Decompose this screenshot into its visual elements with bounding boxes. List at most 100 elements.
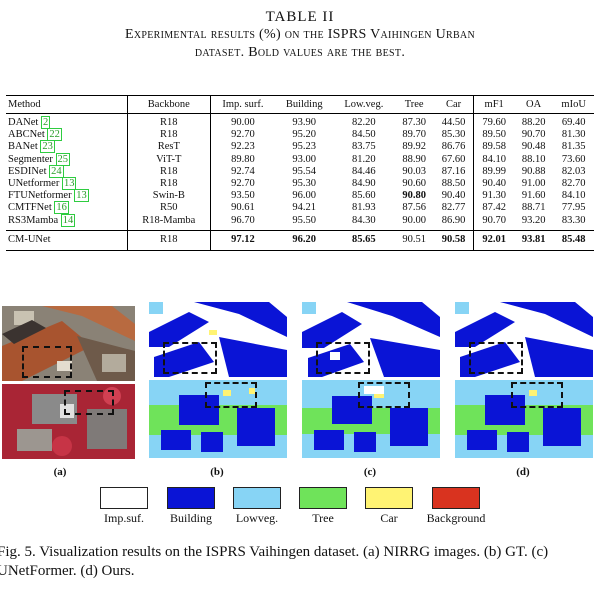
value-cell: 90.40 [482, 178, 506, 190]
legend-item-building: Building [163, 487, 219, 526]
value-cell: 77.95 [561, 202, 586, 214]
col-header: Low.veg. [333, 95, 395, 114]
value-cell: 93.50 [231, 190, 255, 202]
zoom-region [64, 390, 114, 415]
col-header: Tree [394, 95, 434, 114]
value-cell: 82.03 [561, 165, 586, 177]
value-cell: 73.60 [561, 153, 586, 165]
zoom-region [358, 382, 410, 408]
method-cell: UNetformer 13 [6, 177, 128, 191]
value-cell: 91.30 [482, 190, 506, 202]
col-header: Car [433, 95, 475, 114]
citation-link[interactable]: 16 [54, 201, 69, 215]
citation-link[interactable]: 22 [47, 128, 62, 142]
value-cell: 67.60 [433, 153, 475, 166]
method-name: RS3Mamba [8, 214, 59, 226]
zoom-region [316, 342, 370, 374]
citation-link[interactable]: 14 [60, 213, 76, 227]
legend-label: Imp.suf. [104, 511, 144, 525]
legend-item-lowveg: Lowveg. [229, 487, 285, 526]
table-title: TABLE II [265, 9, 335, 25]
citation-link[interactable]: 23 [40, 140, 55, 154]
legend-swatch [432, 487, 480, 509]
zoom-region [163, 342, 217, 374]
table-body: DANet 2 R18 90.00 93.90 82.20 87.30 44.50 79.60… [6, 113, 594, 231]
value-cell: 89.50 [482, 129, 506, 141]
value-cell: 91.00 [521, 178, 546, 190]
value-cell: 85.48 [553, 229, 594, 251]
value-cell: 90.70 [521, 129, 546, 141]
table-header-row: Method Backbone Imp. surf. Building Low.… [6, 95, 594, 114]
table-row: ESDINet 24 R18 92.74 95.54 84.46 90.03 87.16 89… [6, 164, 594, 178]
table-subtitle-line1: Experimental results (%) on the ISPRS Va… [125, 27, 475, 42]
method-cell: BANet 23 [6, 140, 128, 154]
method-cell: RS3Mamba 14 [6, 213, 128, 231]
value-cell: 83.75 [352, 141, 376, 153]
figure-caption: Fig. 5. Visualization results on the ISP… [0, 544, 549, 579]
visualization-figure: (a) (b) (c) (d) [0, 296, 600, 496]
value-cell: Swin-B [127, 190, 211, 203]
col-header: Method [6, 95, 128, 114]
panel-label-b: (b) [210, 466, 224, 478]
value-cell: 92.70 [231, 129, 255, 141]
value-cell: 89.80 [231, 153, 255, 165]
value-cell: 93.90 [292, 117, 316, 129]
value-cell: 87.42 [482, 202, 506, 214]
table-caption: TABLE II Experimental results (%) on the… [0, 8, 600, 62]
value-cell: 81.20 [352, 153, 376, 165]
citation-link[interactable]: 2 [40, 116, 51, 130]
value-cell: 88.50 [433, 177, 475, 191]
method-cell: FTUNetformer 13 [6, 189, 128, 203]
value-cell: 82.70 [561, 178, 586, 190]
value-cell: 92.23 [231, 141, 255, 153]
value-cell: 79.60 [482, 117, 506, 129]
legend-label: Background [426, 511, 486, 525]
legend-swatch [100, 487, 148, 509]
value-cell: R50 [127, 202, 211, 215]
table-row: RS3Mamba 14 R18-Mamba 96.70 95.50 84.30 90.00… [6, 213, 594, 231]
value-cell: 85.65 [333, 229, 395, 251]
method-name: ESDINet [8, 165, 47, 177]
value-cell: 85.60 [352, 190, 376, 202]
method-name: ABCNet [8, 129, 45, 141]
table-row-cm-unet: CM-UNet R18 97.12 96.20 85.65 90.51 90.5… [6, 229, 594, 251]
segmentation-map [302, 302, 440, 377]
value-cell: 91.60 [521, 190, 546, 202]
method-name: UNetformer [8, 178, 60, 190]
nirrg-image-bottom [2, 384, 135, 459]
legend-swatch [299, 487, 347, 509]
value-cell: 90.70 [482, 214, 506, 226]
legend-swatch [167, 487, 215, 509]
value-cell: 89.99 [482, 165, 506, 177]
method-cell: CMTFNet 16 [6, 201, 128, 215]
value-cell: 82.77 [433, 202, 475, 215]
value-cell: 96.00 [292, 190, 316, 202]
value-cell: 88.10 [521, 153, 546, 165]
ours-top [455, 302, 593, 377]
citation-link[interactable]: 24 [49, 164, 64, 178]
value-cell: 96.20 [275, 229, 334, 251]
gt-bottom [149, 380, 287, 458]
segmentation-map [149, 380, 287, 458]
value-cell: 89.58 [482, 141, 506, 153]
table-row: UNetformer 13 R18 92.70 95.30 84.90 90.60 88.5… [6, 177, 594, 191]
citation-link[interactable]: 13 [61, 177, 77, 191]
value-cell: 89.70 [402, 129, 426, 141]
method-name: BANet [8, 141, 38, 153]
value-cell: 44.50 [433, 113, 475, 130]
value-cell: R18 [127, 113, 211, 130]
segmentation-map [149, 302, 287, 377]
value-cell: 90.51 [394, 229, 434, 251]
citation-link[interactable]: 25 [55, 152, 71, 166]
method-cell: ESDINet 24 [6, 164, 128, 178]
value-cell: R18 [127, 165, 211, 178]
legend-label: Car [380, 511, 398, 525]
legend-swatch [365, 487, 413, 509]
value-cell: 88.20 [521, 117, 546, 129]
value-cell: 85.30 [433, 129, 475, 142]
citation-link[interactable]: 13 [74, 189, 89, 203]
legend-label: Tree [312, 511, 334, 525]
legend-label: Lowveg. [235, 511, 279, 525]
value-cell: 83.30 [561, 214, 586, 226]
col-header: OA [513, 95, 554, 114]
